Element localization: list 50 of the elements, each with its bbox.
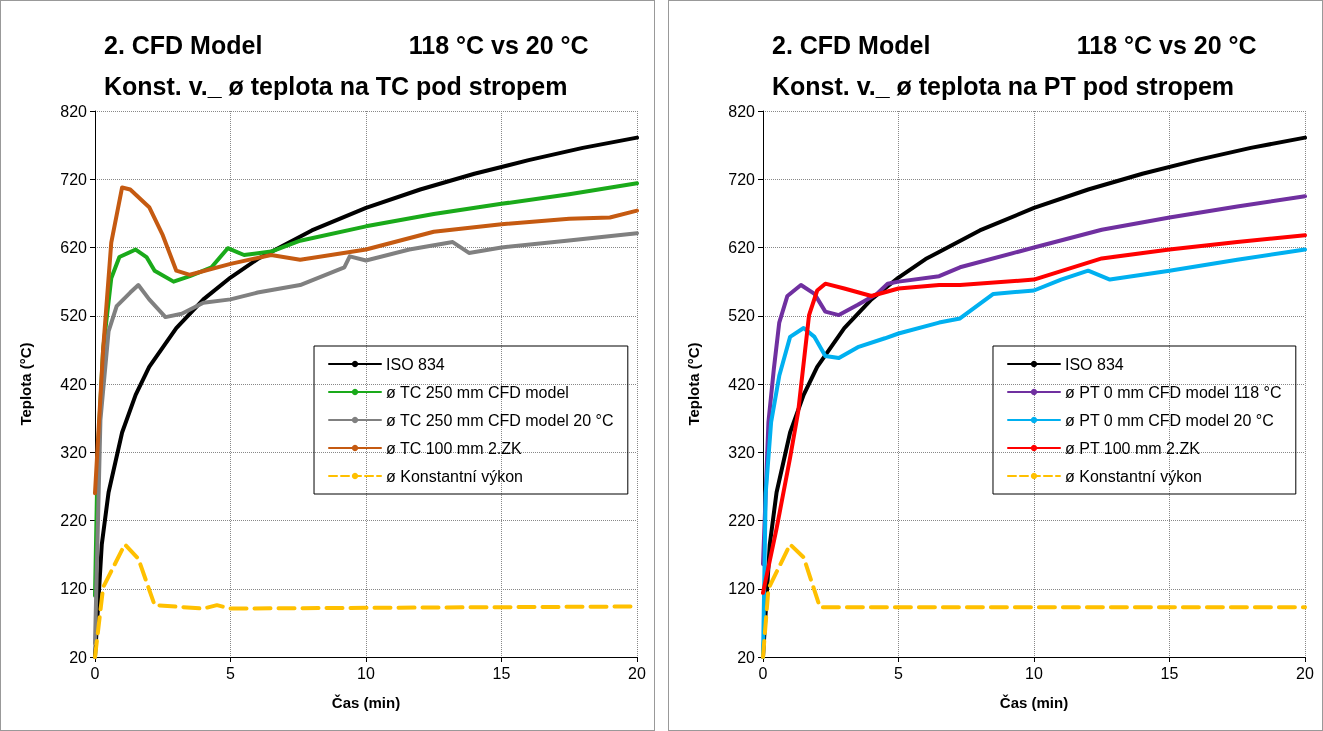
y-tick-label: 420: [60, 375, 88, 393]
legend-label: ø Konstantní výkon: [1064, 467, 1202, 485]
y-tick-label: 720: [728, 170, 756, 188]
y-axis-title: Teplota (°C): [17, 342, 34, 426]
x-axis-title: Čas (min): [999, 694, 1069, 711]
x-tick-label: 0: [90, 664, 100, 682]
y-tick-label: 220: [728, 512, 756, 529]
y-tick-label: 120: [728, 580, 756, 598]
y-tick-label: 620: [60, 239, 88, 256]
y-axis-title: Teplota (°C): [685, 342, 702, 426]
legend-label: ø TC 250 mm CFD model: [386, 383, 569, 401]
x-tick-label: 0: [758, 664, 768, 682]
legend-label: ø TC 100 mm 2.ZK: [386, 439, 523, 457]
y-tick-label: 20: [69, 648, 88, 666]
legend-label: ø TC 250 mm CFD model 20 °C: [386, 411, 614, 429]
x-tick-label: 5: [226, 664, 236, 682]
y-tick-label: 420: [728, 375, 756, 393]
y-tick-label: 220: [60, 512, 88, 529]
x-tick-label: 10: [1025, 664, 1043, 682]
x-tick-label: 20: [1296, 664, 1314, 682]
y-tick-label: 520: [728, 307, 756, 325]
y-tick-label: 620: [728, 239, 756, 256]
y-tick-label: 20: [737, 648, 756, 666]
legend-label: ISO 834: [1064, 355, 1124, 373]
legend-label: ø Konstantní výkon: [386, 467, 523, 485]
text: 118 °C vs 20 °C: [408, 30, 589, 59]
chart-subtitle: Konst. v._ ø teplota na PT pod stropem: [772, 71, 1235, 100]
line-series: [761, 233, 1307, 595]
x-tick-label: 15: [1160, 664, 1179, 682]
y-tick-label: 320: [60, 443, 88, 461]
y-tick-label: 320: [728, 443, 756, 461]
x-axis-title: Čas (min): [331, 694, 401, 711]
chart-title: 2. CFD Model: [104, 30, 263, 59]
line-series: [93, 185, 639, 496]
legend-label: ø PT 100 mm 2.ZK: [1064, 439, 1201, 457]
y-tick-label: 720: [60, 170, 88, 188]
chart-title: 2. CFD Model: [772, 30, 931, 59]
x-tick-label: 5: [894, 664, 904, 682]
x-tick-label: 10: [357, 664, 375, 682]
y-tick-label: 520: [60, 307, 88, 325]
x-tick-label: 15: [492, 664, 511, 682]
legend-label: ø PT 0 mm CFD model 118 °C: [1064, 383, 1282, 401]
x-tick-label: 20: [628, 664, 646, 682]
chart-subtitle: Konst. v._ ø teplota na TC pod stropem: [104, 71, 568, 100]
text: 118 °C vs 20 °C: [1076, 30, 1257, 59]
y-tick-label: 820: [728, 102, 756, 120]
legend-label: ISO 834: [386, 355, 445, 373]
legend-label: ø PT 0 mm CFD model 20 °C: [1064, 411, 1274, 429]
y-tick-label: 120: [60, 580, 88, 598]
y-tick-label: 820: [60, 102, 88, 120]
